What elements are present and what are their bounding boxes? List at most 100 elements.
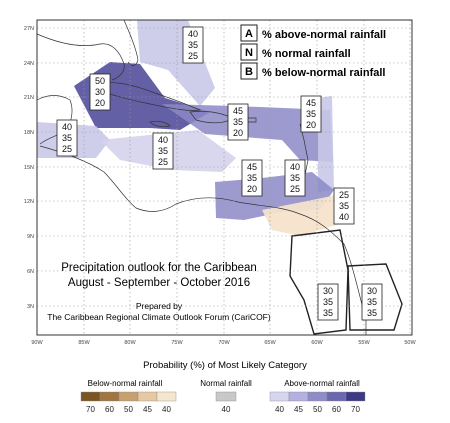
legend-key-a-letter: A [245,28,253,40]
colorbar-tick: 40 [162,405,171,414]
forecast-value-below: 20 [247,184,257,194]
longitude-labels: 90W 85W 80W 75W 70W 65W 60W 55W 50W [31,340,416,346]
colorbar-tick: 70 [351,405,360,414]
forecast-box-frame [56,119,78,157]
colorbar-tick: 70 [86,405,95,414]
colorbar-tick: 45 [294,405,303,414]
forecast-box-frame [152,132,174,170]
jamaica-outline [149,120,171,128]
legend-key-b-letter: B [245,66,253,78]
forecast-value-below: 20 [306,120,316,130]
forecast-value-normal: 35 [158,146,168,156]
lon-label: 85W [78,340,90,346]
lat-label: 21N [24,95,34,101]
legend-key-a-text: % above-normal rainfall [262,29,386,41]
map-frame [36,19,413,336]
colorbar-tick: 50 [124,405,133,414]
colorbar-swatch [307,391,328,402]
florida-outline [123,19,139,66]
colorbar-swatch [215,391,237,402]
lon-label: 70W [218,340,230,346]
forecast-value-normal: 35 [290,173,300,183]
south-america-outline [175,197,367,335]
lat-label: 18N [24,130,34,136]
forecast-value-above: 50 [95,76,105,86]
forecast-value-below: 25 [158,157,168,167]
forecast-box-frame [241,159,263,197]
colorbar-below-label: Below-normal rainfall [88,379,163,388]
colorbar-swatch [118,391,139,402]
colorbar-tick: 40 [222,405,231,414]
forecast-value-below: 20 [233,128,243,138]
lon-label: 75W [171,340,183,346]
map-title-block: Precipitation outlook for the Caribbean … [47,262,271,322]
legend-key-n-box [240,43,258,61]
colorbar-swatch [345,391,366,402]
forecast-value-above: 40 [188,29,198,39]
cuba-outline [91,82,202,111]
region-guianas-coast [262,194,340,236]
forecast-value-normal: 35 [323,297,333,307]
lat-label: 9N [27,234,34,240]
colorbar-swatch [99,391,120,402]
legend-key-a-box [240,24,258,42]
forecast-box-frame [300,95,322,133]
prepared-by-line2: The Caribbean Regional Climate Outlook F… [47,312,271,322]
region-guyana-outline [289,229,349,335]
legend-key-n-text: % normal rainfall [262,48,351,60]
colorbar-tick: 60 [332,405,341,414]
colorbar-normal-label: Normal rainfall [200,379,252,388]
colorbar-above-label: Above-normal rainfall [284,379,360,388]
lon-label: 90W [31,340,43,346]
forecast-value-above: 45 [247,162,257,172]
forecast-value-normal: 35 [233,117,243,127]
forecast-value-below: 20 [95,98,105,108]
legend-key-b-text: % below-normal rainfall [262,67,385,79]
lat-label: 27N [24,26,34,32]
lat-label: 6N [27,269,34,275]
colorbar-below: 70 60 50 45 40 [80,391,177,414]
colorbar-above: 40 45 50 60 70 [269,391,366,414]
forecast-value-normal: 35 [339,201,349,211]
forecast-box-frame [182,26,204,64]
forecast-value-normal: 35 [188,40,198,50]
colorbar-normal: 40 [215,391,237,414]
colorbar-swatch [156,391,177,402]
region-east-light [318,96,334,192]
lat-label: 24N [24,61,34,67]
forecast-box-frame [333,187,355,225]
legend-key-b-box [240,62,258,80]
yucatan-outline [36,95,73,145]
colorbar-swatch [288,391,309,402]
lon-label: 65W [264,340,276,346]
forecast-value-below: 25 [188,51,198,61]
colorbar-tick: 50 [313,405,322,414]
forecast-value-normal: 35 [247,173,257,183]
legend-key: A % above-normal rainfall N % normal rai… [240,24,386,80]
forecast-value-above: 25 [339,190,349,200]
forecast-box-frame [317,283,339,321]
colorbar-tick: 45 [143,405,152,414]
colorbar-tick: 60 [105,405,114,414]
lon-label: 60W [311,340,323,346]
forecast-value-above: 30 [323,286,333,296]
forecast-value-normal: 35 [62,133,72,143]
forecast-value-above: 45 [233,106,243,116]
forecast-box-frame [227,103,249,141]
forecast-value-below: 25 [62,144,72,154]
colorbar-title: Probability (%) of Most Likely Category [143,360,307,371]
lon-label: 50W [404,340,416,346]
region-suriname-outline [347,263,403,331]
forecast-boxes: 4035255030204035254035254535204535204535… [56,26,383,321]
map-title-line2: August - September - October 2016 [68,277,250,289]
